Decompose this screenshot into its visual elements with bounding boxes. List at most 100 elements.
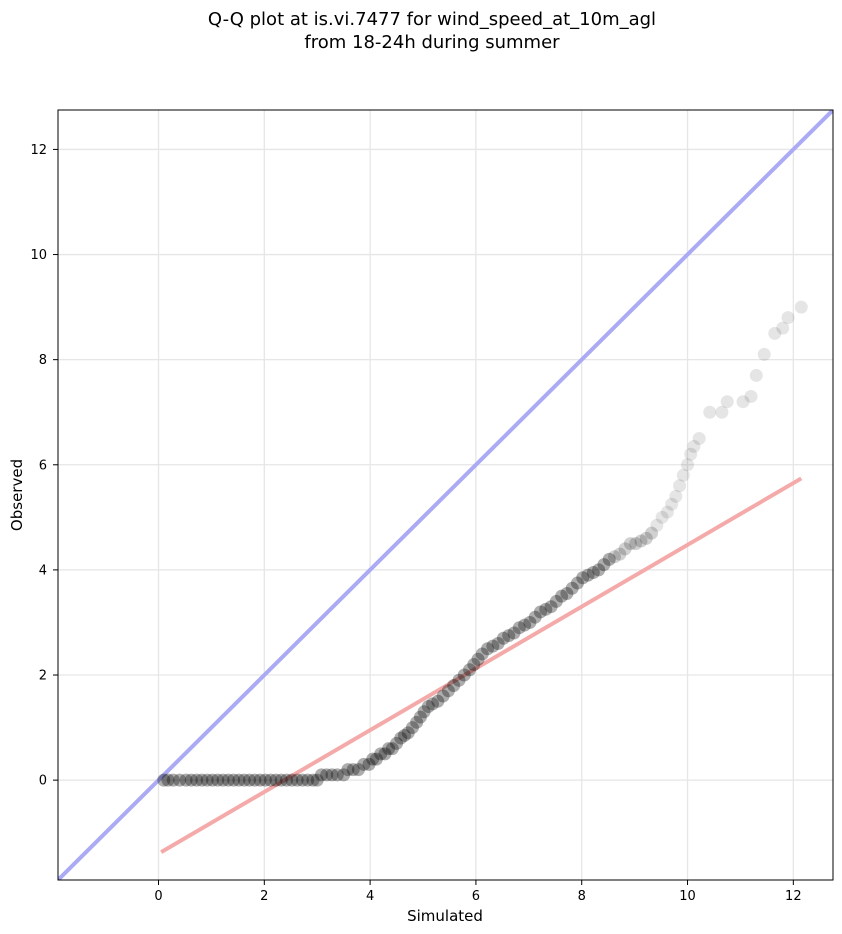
data-point — [431, 694, 445, 708]
data-point — [650, 518, 664, 532]
plot-frame — [57, 109, 834, 881]
data-point — [314, 768, 328, 782]
data-point — [341, 763, 355, 777]
data-point — [398, 728, 412, 742]
data-point — [330, 768, 344, 782]
data-point — [715, 405, 729, 419]
data-point — [401, 726, 415, 740]
data-point — [618, 542, 632, 556]
data-point — [417, 705, 431, 719]
data-point — [405, 721, 419, 735]
chart-title: Q-Q plot at is.vi.7477 for wind_speed_at… — [208, 9, 656, 30]
data-point — [385, 742, 399, 756]
data-point — [665, 497, 679, 511]
data-point — [413, 710, 427, 724]
data-point — [457, 668, 471, 682]
data-point — [523, 615, 537, 629]
fit-line — [160, 476, 803, 854]
data-point — [629, 537, 643, 551]
data-point — [274, 773, 288, 787]
data-point — [655, 510, 669, 524]
y-tick-label: 8 — [39, 353, 47, 368]
data-point — [518, 618, 532, 632]
data-point — [280, 773, 294, 787]
data-point — [544, 600, 558, 614]
data-point — [703, 405, 717, 419]
data-point — [195, 773, 209, 787]
data-point — [190, 773, 204, 787]
data-point — [491, 636, 505, 650]
data-point — [205, 773, 219, 787]
data-point — [467, 658, 481, 672]
data-point — [549, 594, 563, 608]
data-point — [357, 757, 371, 771]
data-point — [768, 326, 782, 340]
data-point — [475, 647, 489, 661]
data-point — [744, 389, 758, 403]
data-point — [436, 689, 450, 703]
data-point — [366, 752, 380, 766]
data-point — [586, 566, 600, 580]
data-point — [565, 581, 579, 595]
data-point — [166, 773, 180, 787]
data-point — [502, 629, 516, 643]
x-tick-label: 2 — [260, 889, 268, 904]
data-point — [486, 639, 500, 653]
data-point — [749, 368, 763, 382]
data-point — [602, 552, 616, 566]
data-point — [507, 626, 521, 640]
data-point — [161, 773, 175, 787]
data-point — [597, 558, 611, 572]
data-point — [390, 736, 404, 750]
data-point — [290, 773, 304, 787]
data-point — [248, 773, 262, 787]
data-point — [216, 773, 230, 787]
data-point — [227, 773, 241, 787]
y-tick-label: 4 — [39, 563, 47, 578]
y-tick-label: 0 — [39, 774, 47, 789]
data-point — [306, 773, 320, 787]
identity-line — [58, 110, 833, 880]
data-point — [736, 395, 750, 409]
data-point — [634, 534, 648, 548]
y-axis-label: Observed — [8, 459, 26, 531]
data-point — [173, 773, 187, 787]
data-point — [687, 439, 701, 453]
data-point — [669, 489, 683, 503]
data-point — [179, 773, 193, 787]
chart-subtitle: from 18-24h during summer — [304, 32, 560, 53]
data-point — [528, 610, 542, 624]
y-tick-label: 6 — [39, 458, 47, 473]
x-tick-label: 0 — [154, 889, 162, 904]
data-point — [645, 526, 659, 540]
data-point — [684, 447, 698, 461]
data-point — [258, 773, 272, 787]
data-point — [673, 479, 687, 493]
data-point — [295, 773, 309, 787]
data-point — [285, 773, 299, 787]
data-point — [157, 773, 171, 787]
x-tick-label: 6 — [472, 889, 480, 904]
data-point — [539, 602, 553, 616]
data-point — [426, 697, 440, 711]
data-point — [581, 568, 595, 582]
data-point — [533, 605, 547, 619]
data-point — [613, 547, 627, 561]
data-point — [421, 700, 435, 714]
data-point — [463, 663, 477, 677]
data-point — [592, 563, 606, 577]
x-tick-label: 12 — [785, 889, 802, 904]
data-points — [157, 300, 808, 787]
data-point — [337, 768, 351, 782]
data-point — [221, 773, 235, 787]
y-axis: 0 2 4 6 8 10 12 — [30, 143, 58, 789]
data-point — [184, 773, 198, 787]
data-point — [676, 468, 690, 482]
data-point — [757, 347, 771, 361]
data-point — [608, 550, 622, 564]
y-tick-label: 10 — [30, 248, 47, 263]
data-point — [382, 742, 396, 756]
data-point — [211, 773, 225, 787]
data-point — [394, 731, 408, 745]
data-point — [378, 747, 392, 761]
